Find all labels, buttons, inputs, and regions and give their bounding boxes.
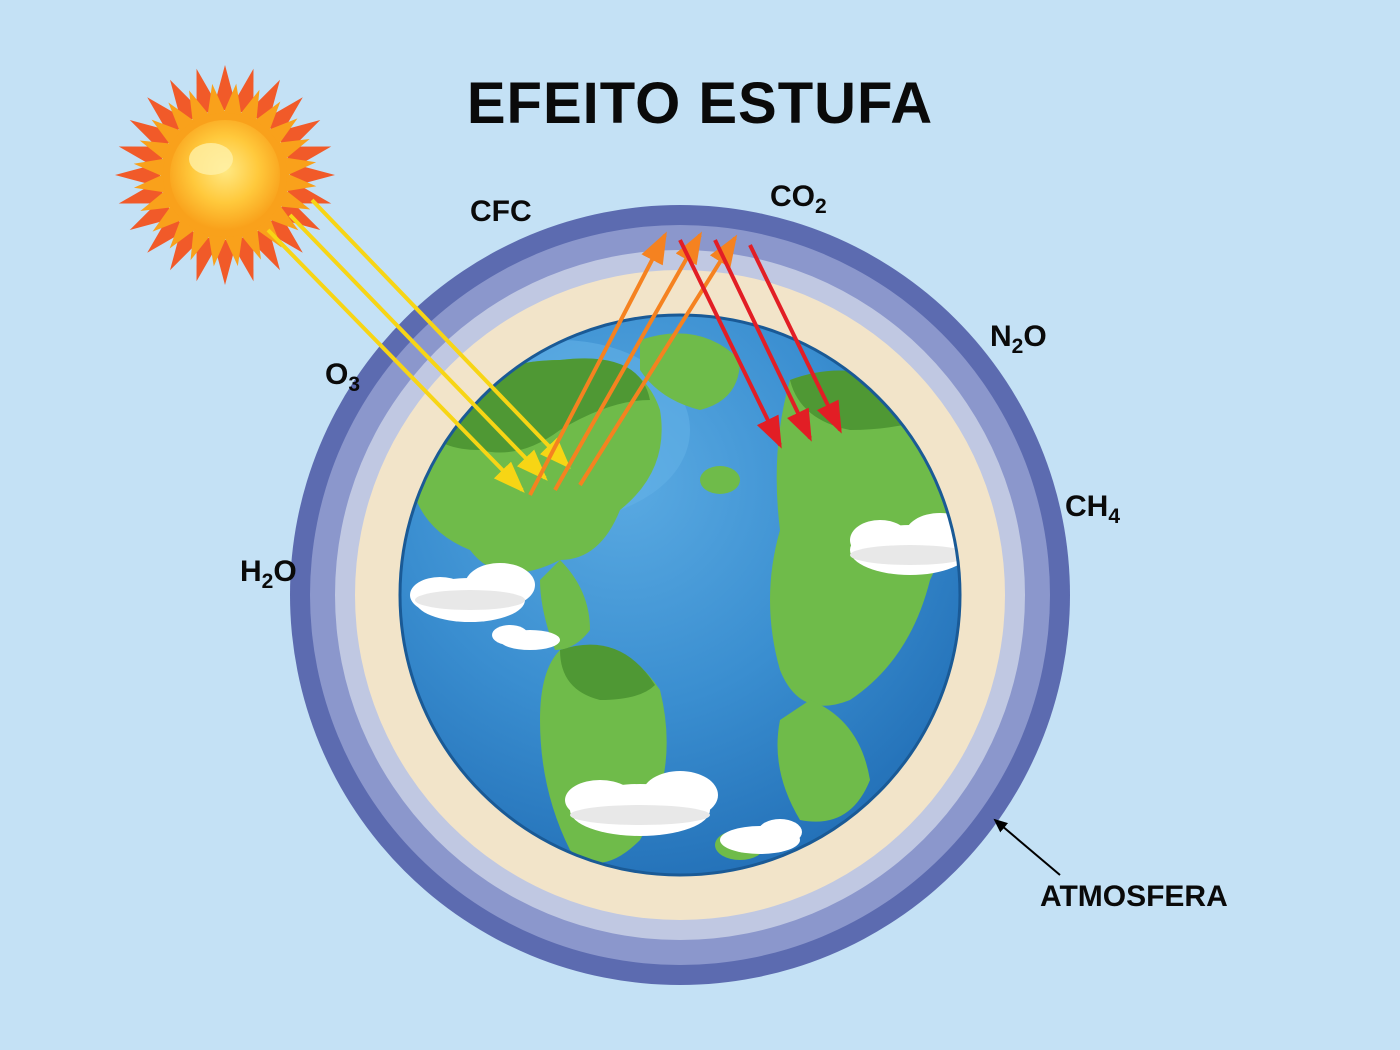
sun-icon — [115, 65, 335, 285]
gas-label-ch4: CH4 — [1065, 490, 1120, 529]
gas-label-h2o: H2O — [240, 555, 297, 594]
gas-label-cfc: CFC — [470, 195, 532, 229]
atmosphere-pointer — [995, 820, 1060, 875]
gas-label-o3: O3 — [325, 358, 360, 397]
gas-label-co2: CO2 — [770, 180, 827, 219]
gas-label-n2o: N2O — [990, 320, 1047, 359]
atmosphere-label: ATMOSFERA — [1040, 880, 1228, 914]
